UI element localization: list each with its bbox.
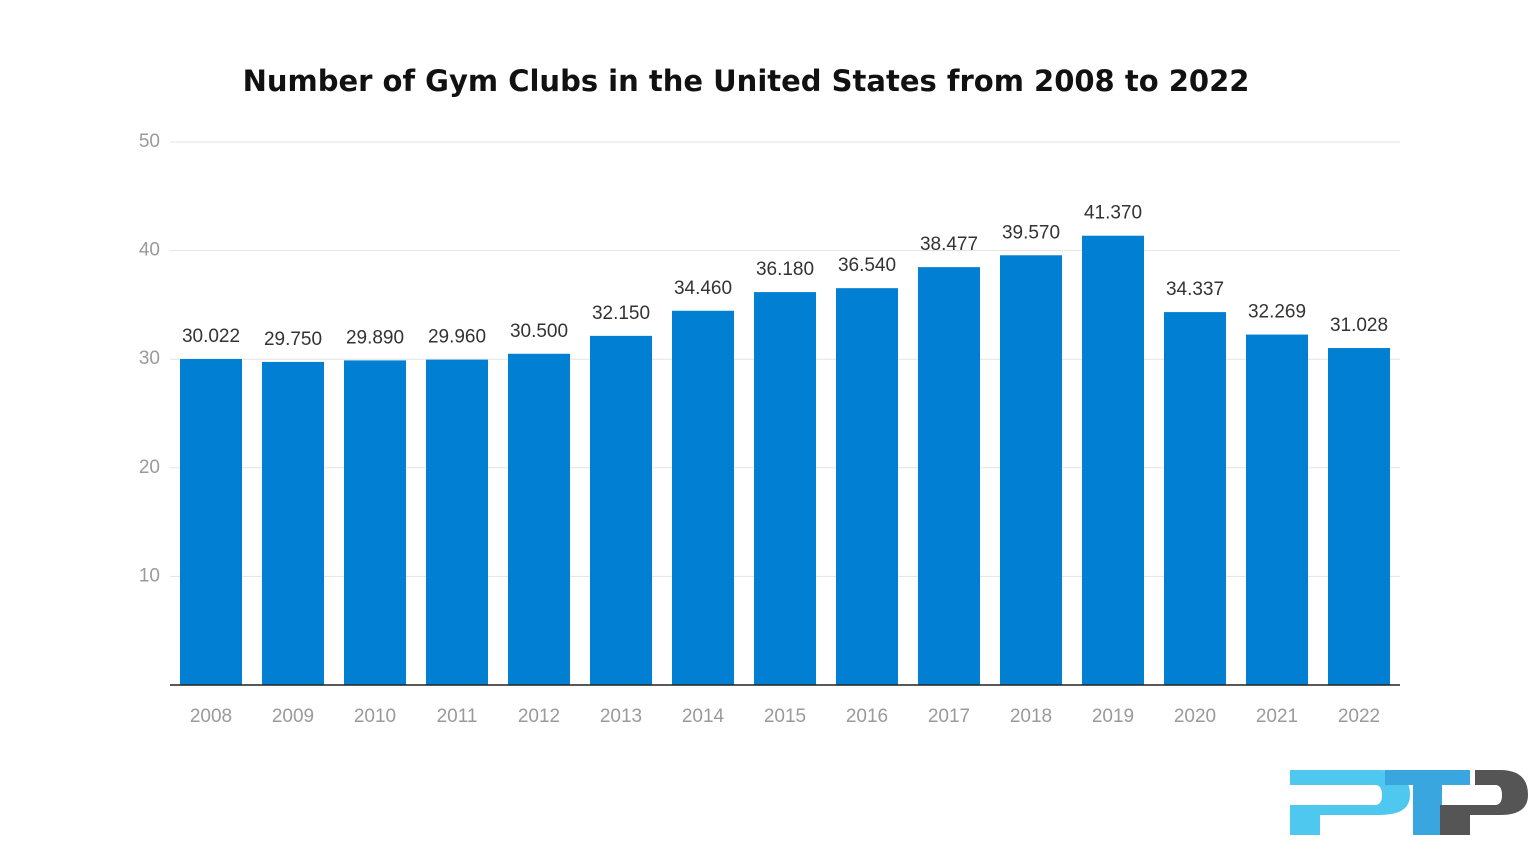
- bar: [1000, 255, 1062, 685]
- bar: [754, 292, 816, 685]
- x-tick-label: 2018: [1010, 706, 1052, 727]
- x-tick-label: 2009: [272, 706, 314, 727]
- bar: [426, 359, 488, 685]
- x-tick-label: 2015: [764, 706, 806, 727]
- logo-t: [1385, 770, 1470, 835]
- value-label: 36.540: [838, 255, 896, 276]
- x-tick-label: 2013: [600, 706, 642, 727]
- logo: [1290, 770, 1528, 835]
- value-label: 32.150: [592, 303, 650, 324]
- bar: [1164, 312, 1226, 685]
- x-tick-label: 2014: [682, 706, 725, 727]
- value-label: 32.269: [1248, 302, 1306, 323]
- y-tick-label: 20: [139, 457, 160, 478]
- x-tick-label: 2011: [437, 706, 478, 727]
- bar: [1246, 334, 1308, 685]
- value-label: 34.460: [674, 278, 732, 299]
- x-tick-label: 2012: [518, 706, 560, 727]
- x-tick-label: 2010: [354, 706, 396, 727]
- bar: [672, 310, 734, 685]
- bar: [508, 353, 570, 685]
- value-label: 36.180: [756, 259, 814, 280]
- bar: [180, 358, 242, 685]
- bar: [262, 361, 324, 685]
- x-tick-label: 2022: [1338, 706, 1380, 727]
- logo-p1: [1290, 770, 1410, 835]
- value-label: 29.960: [428, 327, 486, 348]
- y-tick-label: 30: [139, 348, 160, 369]
- value-label: 38.477: [920, 234, 978, 255]
- x-tick-label: 2008: [190, 706, 232, 727]
- bar: [836, 288, 898, 685]
- x-tick-label: 2019: [1092, 706, 1134, 727]
- chart-title: Number of Gym Clubs in the United States…: [243, 64, 1250, 98]
- y-tick-label: 10: [139, 565, 160, 586]
- value-label: 29.750: [264, 329, 322, 350]
- y-tick-label: 50: [139, 131, 160, 152]
- value-label: 31.028: [1330, 315, 1388, 336]
- y-tick-label: 40: [139, 240, 160, 261]
- value-label: 41.370: [1084, 203, 1142, 224]
- value-label: 30.022: [182, 326, 240, 347]
- value-label: 39.570: [1002, 222, 1060, 243]
- bar: [344, 360, 406, 685]
- x-tick-label: 2021: [1256, 706, 1298, 727]
- x-tick-label: 2020: [1174, 706, 1216, 727]
- bar: [1328, 348, 1390, 685]
- bar: [1082, 235, 1144, 685]
- bar: [918, 267, 980, 685]
- value-label: 34.337: [1166, 279, 1224, 300]
- x-tick-label: 2016: [846, 706, 888, 727]
- bar: [590, 335, 652, 685]
- logo-p2: [1440, 770, 1528, 835]
- value-label: 30.500: [510, 321, 568, 342]
- x-tick-label: 2017: [928, 706, 970, 727]
- value-label: 29.890: [346, 327, 404, 348]
